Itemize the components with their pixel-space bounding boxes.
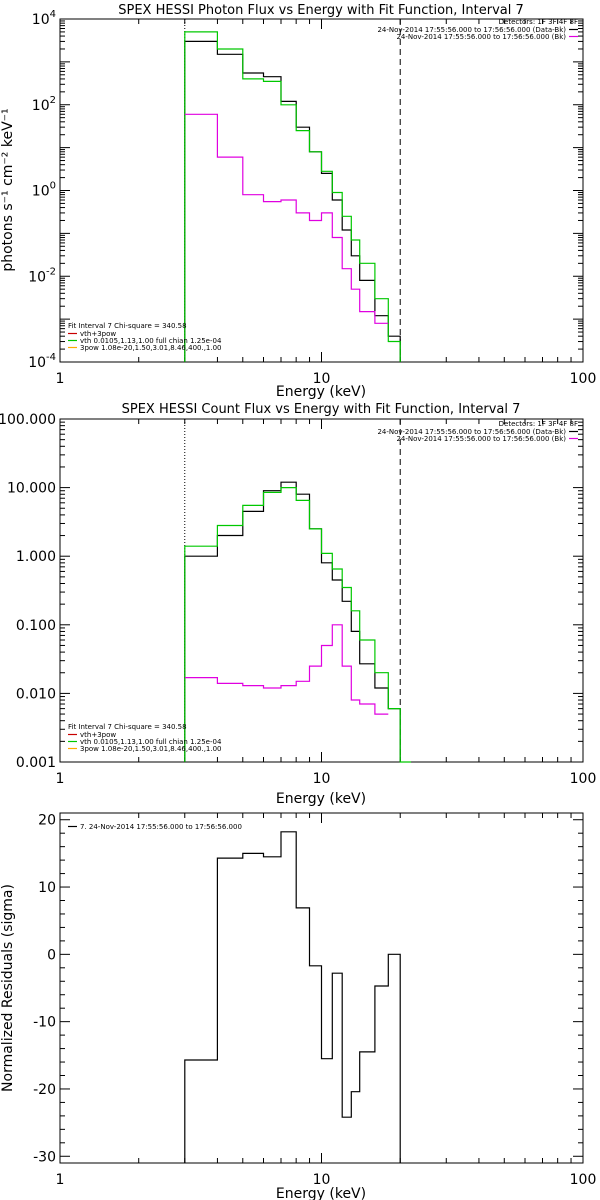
y-tick-label: 10.000 bbox=[7, 481, 56, 497]
x-tick-label: 10 bbox=[313, 1172, 331, 1188]
legend-entry-label: 7. 24-Nov-2014 17:55:56.000 to 17:56:56.… bbox=[80, 823, 242, 831]
y-tick-base: 10 bbox=[28, 355, 46, 371]
y-tick-label: 1.000 bbox=[16, 549, 56, 565]
count-flux-panel: SPEX HESSI Count Flux vs Energy with Fit… bbox=[0, 402, 596, 807]
y-tick-exponent: 2 bbox=[50, 95, 56, 106]
histogram-series-2 bbox=[184, 113, 389, 324]
legend-entry-label: 24-Nov-2014 17:55:56.000 to 17:56:56.000… bbox=[377, 26, 566, 34]
y-axis-label: Normalized Residuals (sigma) bbox=[0, 884, 16, 1092]
x-tick-label: 10 bbox=[313, 771, 331, 787]
y-tick-label: 10-4 bbox=[28, 352, 56, 371]
data-series bbox=[184, 481, 411, 763]
y-tick-label: 0.001 bbox=[16, 755, 56, 771]
legend-bottom: Fit Interval 7 Chi-square = 340.58vth+3p… bbox=[68, 322, 222, 352]
x-axis-label: Energy (keV) bbox=[276, 384, 366, 400]
y-tick-label: 10 bbox=[38, 880, 56, 896]
data-series bbox=[184, 31, 401, 362]
legend-entry-label: vth+3pow bbox=[80, 731, 116, 739]
y-tick-label: 102 bbox=[32, 95, 56, 114]
legend-entry-label: 24-Nov-2014 17:55:56.000 to 17:56:56.000… bbox=[396, 435, 566, 443]
y-tick-label: 20 bbox=[38, 813, 56, 829]
x-tick-label: 1 bbox=[56, 1172, 65, 1188]
legend-entry-label: vth 0.0105,1.13,1.00 full chian 1.25e-04 bbox=[80, 738, 222, 746]
y-tick-base: 10 bbox=[32, 98, 50, 114]
histogram-series-1 bbox=[184, 487, 411, 763]
photon-flux-panel: SPEX HESSI Photon Flux vs Energy with Fi… bbox=[0, 3, 596, 400]
x-tick-label: 1 bbox=[56, 771, 65, 787]
legend-top: 7. 24-Nov-2014 17:55:56.000 to 17:56:56.… bbox=[68, 823, 242, 831]
histogram-series-0 bbox=[184, 831, 401, 1163]
legend-entry-label: 24-Nov-2014 17:55:56.000 to 17:56:56.000… bbox=[377, 428, 566, 436]
y-tick-base: 10 bbox=[28, 269, 46, 285]
y-tick-label: -20 bbox=[33, 1082, 56, 1098]
x-tick-labels: 1 10 100 bbox=[56, 771, 597, 787]
x-tick-label: 100 bbox=[570, 1172, 597, 1188]
legend-header: Detectors: 1F 3F 4F 8F bbox=[499, 18, 578, 26]
y-tick-label: 104 bbox=[32, 9, 56, 28]
x-tick-labels: 1 10 100 bbox=[56, 371, 597, 387]
y-tick-label: -30 bbox=[33, 1149, 56, 1165]
y-tick-label: 10-2 bbox=[28, 266, 56, 285]
legend-entry-label: 3pow 1.08e-20,1.50,3.01,8.46,400.,1.00 bbox=[80, 745, 222, 753]
y-tick-labels: -30 -20 -10 0 10 20 bbox=[33, 813, 56, 1166]
legend-header: Detectors: 1F 3F 4F 8F bbox=[499, 420, 578, 428]
legend-bottom: Fit Interval 7 Chi-square = 340.58vth+3p… bbox=[68, 723, 222, 753]
x-tick-label: 100 bbox=[570, 371, 597, 387]
y-tick-base: 10 bbox=[32, 184, 50, 200]
y-tick-label: 100 bbox=[32, 181, 56, 200]
histogram-series-2 bbox=[184, 624, 389, 715]
tick-marks bbox=[59, 813, 583, 1163]
y-tick-label: -10 bbox=[33, 1015, 56, 1031]
x-axis-label: Energy (keV) bbox=[276, 791, 366, 807]
x-tick-labels: 1 10 100 bbox=[56, 1172, 597, 1188]
y-tick-exponent: 4 bbox=[50, 9, 56, 20]
x-tick-label: 10 bbox=[313, 371, 331, 387]
tick-marks bbox=[59, 418, 583, 763]
data-series bbox=[184, 831, 401, 1163]
y-tick-exponent: -4 bbox=[46, 352, 56, 363]
y-axis-label: photons s⁻¹ cm⁻² keV⁻¹ bbox=[0, 108, 16, 271]
legend-header: Fit Interval 7 Chi-square = 340.58 bbox=[68, 322, 187, 330]
legend-header: Fit Interval 7 Chi-square = 340.58 bbox=[68, 723, 187, 731]
y-tick-label: 0.010 bbox=[16, 686, 56, 702]
y-tick-exponent: -2 bbox=[46, 266, 56, 277]
histogram-series-1 bbox=[184, 31, 401, 362]
chart-title: SPEX HESSI Count Flux vs Energy with Fit… bbox=[122, 402, 521, 417]
y-tick-label: 100.000 bbox=[0, 412, 56, 428]
tick-marks bbox=[59, 18, 583, 363]
x-tick-label: 100 bbox=[570, 771, 597, 787]
y-tick-labels: 0.001 0.010 0.100 1.000 10.000 100.000 bbox=[0, 412, 56, 771]
legend-entry-label: vth+3pow bbox=[80, 330, 116, 338]
y-tick-exponent: 0 bbox=[50, 181, 56, 192]
chart-title: SPEX HESSI Photon Flux vs Energy with Fi… bbox=[118, 3, 524, 18]
y-tick-base: 10 bbox=[32, 12, 50, 28]
y-tick-label: 0.100 bbox=[16, 618, 56, 634]
x-axis-label: Energy (keV) bbox=[276, 1186, 366, 1200]
y-tick-label: 0 bbox=[47, 947, 56, 963]
legend-entry-label: vth 0.0105,1.13,1.00 full chian 1.25e-04 bbox=[80, 337, 222, 345]
x-tick-label: 1 bbox=[56, 371, 65, 387]
legend-entry-label: 3pow 1.08e-20,1.50,3.01,8.46,400.,1.00 bbox=[80, 344, 222, 352]
legend-entry-label: 24-Nov-2014 17:55:56.000 to 17:56:56.000… bbox=[396, 33, 566, 41]
residuals-panel: -30 -20 -10 0 10 20 1 10 100 Energy (keV) Norma… bbox=[0, 812, 597, 1200]
